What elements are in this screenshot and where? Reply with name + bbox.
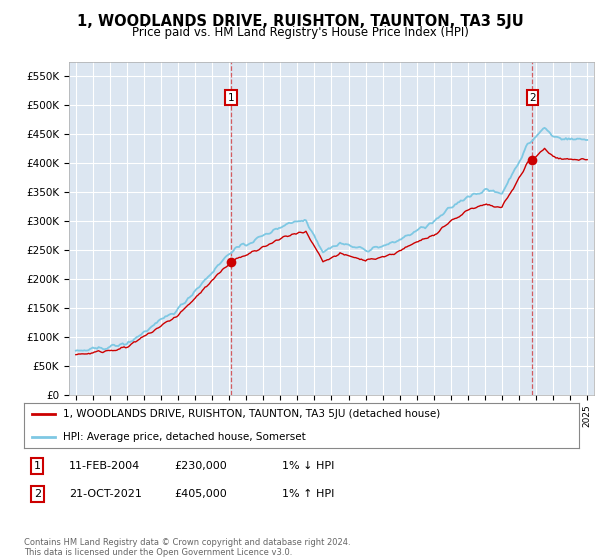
Text: 11-FEB-2004: 11-FEB-2004 [69,461,140,471]
Text: 1, WOODLANDS DRIVE, RUISHTON, TAUNTON, TA3 5JU: 1, WOODLANDS DRIVE, RUISHTON, TAUNTON, T… [77,14,523,29]
Text: Contains HM Land Registry data © Crown copyright and database right 2024.
This d: Contains HM Land Registry data © Crown c… [24,538,350,557]
Text: 1% ↑ HPI: 1% ↑ HPI [282,489,334,499]
Text: 2: 2 [529,92,536,102]
Text: £405,000: £405,000 [174,489,227,499]
Text: 1: 1 [228,92,235,102]
Text: HPI: Average price, detached house, Somerset: HPI: Average price, detached house, Some… [63,432,305,442]
Text: 1: 1 [34,461,41,471]
Text: 1, WOODLANDS DRIVE, RUISHTON, TAUNTON, TA3 5JU (detached house): 1, WOODLANDS DRIVE, RUISHTON, TAUNTON, T… [63,409,440,419]
Text: 1% ↓ HPI: 1% ↓ HPI [282,461,334,471]
Text: Price paid vs. HM Land Registry's House Price Index (HPI): Price paid vs. HM Land Registry's House … [131,26,469,39]
Text: 2: 2 [34,489,41,499]
Text: 21-OCT-2021: 21-OCT-2021 [69,489,142,499]
Text: £230,000: £230,000 [174,461,227,471]
